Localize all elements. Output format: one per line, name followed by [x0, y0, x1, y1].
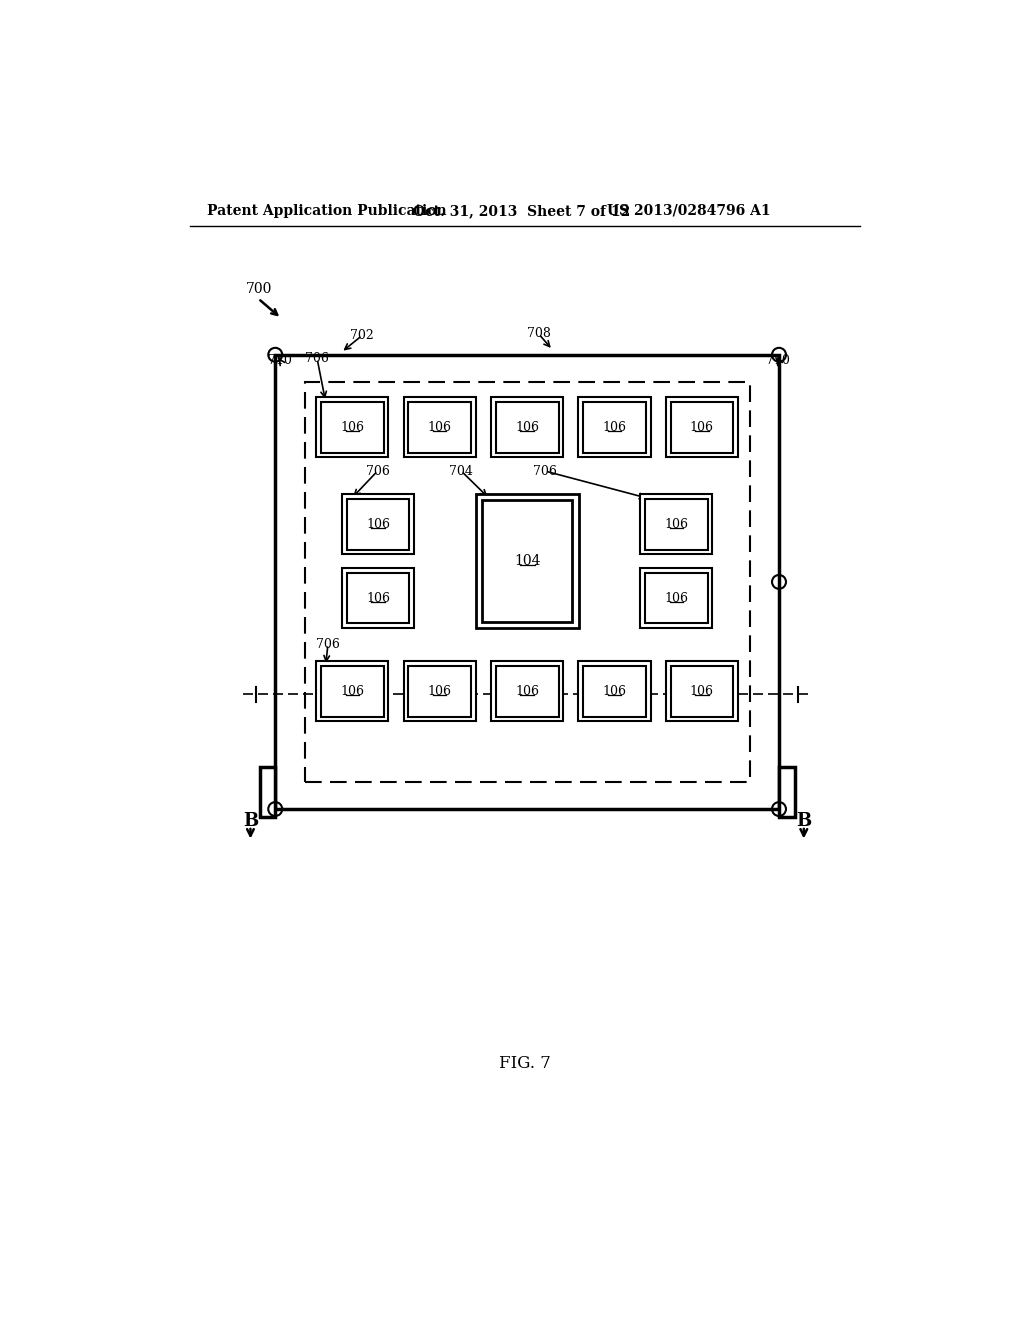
Bar — [403, 397, 476, 457]
Text: 106: 106 — [665, 517, 688, 531]
Bar — [671, 665, 733, 717]
Bar — [346, 499, 410, 549]
Text: Patent Application Publication: Patent Application Publication — [207, 203, 446, 218]
Text: 104: 104 — [514, 554, 541, 568]
Bar — [496, 665, 558, 717]
Bar — [640, 494, 713, 554]
Text: FIG. 7: FIG. 7 — [499, 1055, 551, 1072]
Text: 106: 106 — [665, 591, 688, 605]
Text: 106: 106 — [515, 421, 539, 434]
Bar — [645, 499, 708, 549]
Bar — [316, 397, 388, 457]
Bar — [640, 568, 713, 628]
Bar — [321, 401, 384, 453]
Bar — [583, 401, 646, 453]
Bar — [492, 397, 563, 457]
Bar — [579, 397, 650, 457]
Text: 106: 106 — [690, 421, 714, 434]
Text: 706: 706 — [366, 465, 389, 478]
Text: 704: 704 — [450, 465, 473, 478]
Bar — [316, 661, 388, 721]
Text: 106: 106 — [602, 685, 627, 698]
Bar — [409, 665, 471, 717]
Text: 106: 106 — [428, 685, 452, 698]
Bar — [305, 381, 750, 781]
Text: B: B — [243, 812, 258, 829]
Bar — [403, 661, 476, 721]
Bar — [260, 767, 275, 817]
Bar — [579, 661, 650, 721]
Bar — [346, 573, 410, 623]
Text: B: B — [797, 812, 811, 829]
Text: 106: 106 — [602, 421, 627, 434]
Bar — [666, 397, 738, 457]
Text: 710: 710 — [766, 354, 790, 367]
Text: 706: 706 — [305, 352, 329, 366]
Text: 106: 106 — [690, 685, 714, 698]
Bar — [342, 568, 414, 628]
Bar — [671, 401, 733, 453]
Bar — [321, 665, 384, 717]
Text: 708: 708 — [526, 327, 551, 341]
Text: 106: 106 — [340, 421, 365, 434]
Text: 106: 106 — [366, 591, 390, 605]
Text: 706: 706 — [316, 638, 340, 651]
Bar — [496, 401, 558, 453]
Text: 106: 106 — [340, 685, 365, 698]
Bar — [409, 401, 471, 453]
Bar — [342, 494, 414, 554]
Text: Oct. 31, 2013  Sheet 7 of 12: Oct. 31, 2013 Sheet 7 of 12 — [414, 203, 631, 218]
Bar — [275, 355, 779, 809]
Bar — [645, 573, 708, 623]
Text: 700: 700 — [246, 282, 272, 296]
Bar — [481, 500, 572, 622]
Bar — [666, 661, 738, 721]
Bar — [583, 665, 646, 717]
Text: US 2013/0284796 A1: US 2013/0284796 A1 — [607, 203, 771, 218]
Bar — [475, 494, 579, 628]
Text: 710: 710 — [268, 354, 292, 367]
Bar — [779, 767, 795, 817]
Text: 706: 706 — [534, 465, 557, 478]
Text: 702: 702 — [350, 329, 374, 342]
Text: 106: 106 — [428, 421, 452, 434]
Text: 106: 106 — [515, 685, 539, 698]
Bar — [492, 661, 563, 721]
Text: 106: 106 — [366, 517, 390, 531]
